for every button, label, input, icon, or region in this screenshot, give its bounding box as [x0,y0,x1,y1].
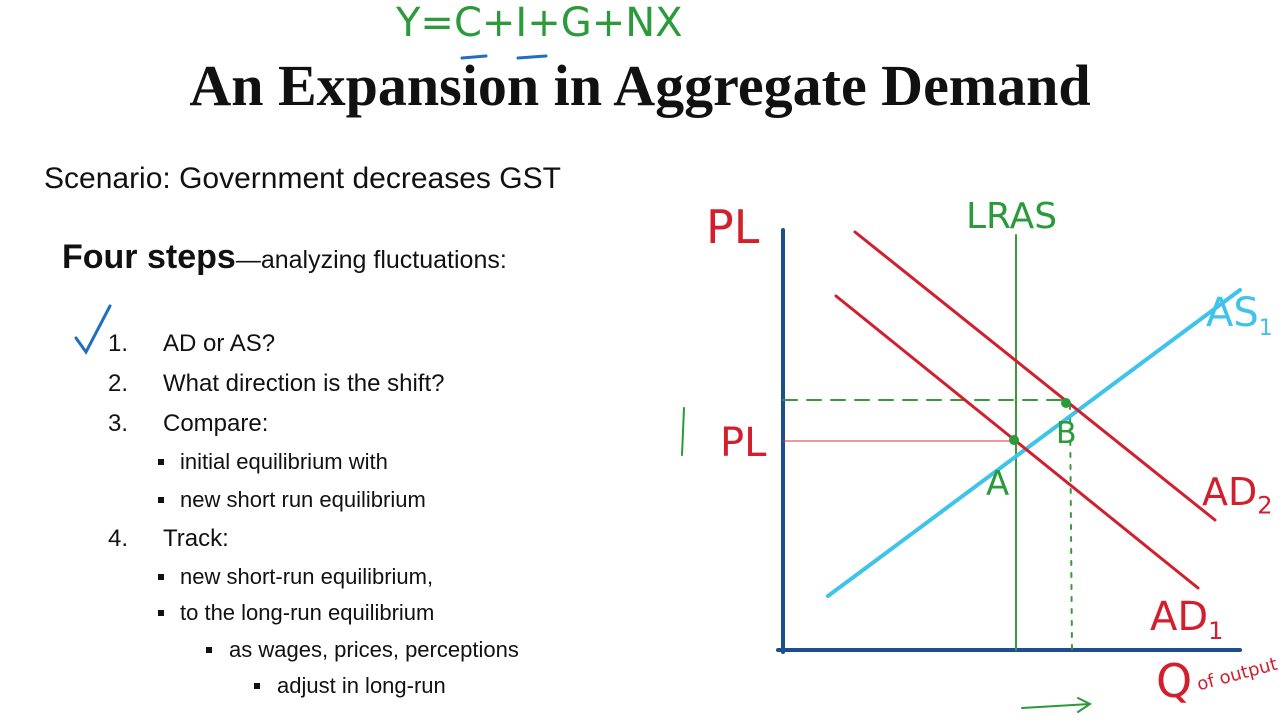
step-number: 2. [108,370,129,397]
point-a-label: A [986,464,1010,504]
ad1-label: AD1 [1150,594,1223,645]
ad2-label: AD2 [1202,470,1273,520]
point [1061,398,1071,408]
scenario: Scenario: Government decreases GST [44,162,561,195]
bullet [158,574,164,580]
title: An Expansion in Aggregate Demand [189,53,1091,118]
equation: Y=C+I+G+NX [396,0,683,46]
ad1-text: AD [1150,594,1209,640]
ad1-sub: 1 [1208,617,1224,645]
list-item-text: new short run equilibrium [180,487,426,512]
step-number: 1. [108,330,129,357]
underline [460,54,548,60]
list-item-text: to the long-run equilibrium [180,600,435,625]
arrow [1021,697,1092,713]
as-sub: 1 [1258,316,1273,341]
step-text: Track: [163,525,229,552]
ad2-curve [853,230,1217,522]
bullet [254,683,260,689]
step-number: 3. [108,410,129,437]
list-item-text: adjust in long-run [277,673,446,698]
mark [681,407,685,456]
bullet [206,647,212,653]
price-mark: PL [720,420,767,466]
as-label: AS1 [1206,290,1273,341]
step-number: 4. [108,525,129,552]
step-text: What direction is the shift? [163,370,445,397]
point [1009,435,1019,445]
bullet [158,610,164,616]
bullet [158,459,164,465]
point-b-label: B [1056,416,1077,451]
list-item-text: as wages, prices, perceptions [229,637,519,662]
checkmark [74,304,112,355]
bullet [158,497,164,503]
x-axis-label: Q [1156,654,1193,708]
heading-rest: —analyzing fluctuations: [235,246,507,274]
ad2-text: AD [1202,470,1258,514]
guide-line [1069,404,1073,651]
list-item-text: initial equilibrium with [180,449,388,474]
heading-bold: Four steps [62,238,236,276]
ad2-sub: 2 [1257,491,1273,520]
step-text: AD or AS? [163,330,276,357]
as-text: AS [1206,290,1259,336]
steps-heading: Four steps—analyzing fluctuations: [62,238,507,277]
lras-label: LRAS [966,196,1058,237]
step-text: Compare: [163,410,269,437]
y-axis-label: PL [706,200,760,254]
list-item-text: new short-run equilibrium, [180,564,434,589]
as-curve [826,288,1242,598]
